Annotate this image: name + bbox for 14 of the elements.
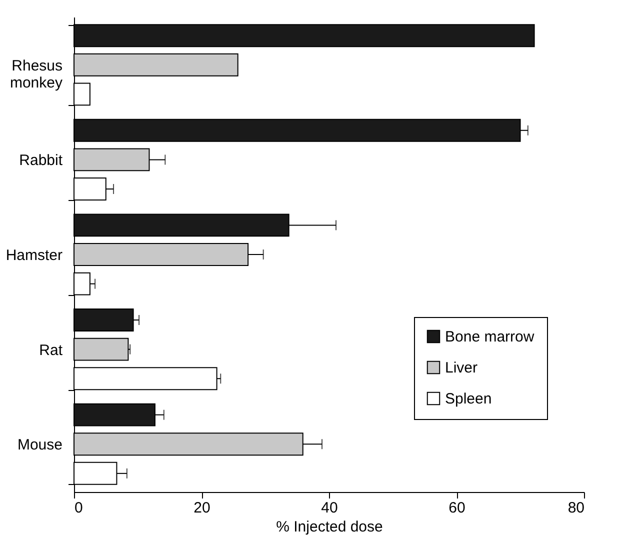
x-tick-label: 40 <box>321 500 338 516</box>
y-tick-label: Mouse <box>17 436 62 454</box>
x-tick-label: 80 <box>568 500 584 516</box>
y-tick-label: Hamster <box>6 247 62 264</box>
y-tick-label: Rhesus monkey <box>10 57 63 92</box>
legend-label: Bone marrow <box>445 328 534 346</box>
x-tick-label: 0 <box>74 500 83 516</box>
x-tick-label: 60 <box>448 500 466 516</box>
y-tick-label: Rat <box>39 342 64 359</box>
legend-label: Spleen <box>445 390 492 408</box>
x-tick-label: 20 <box>194 500 210 516</box>
y-tick-label: Rabbit <box>19 152 64 170</box>
legend-label: Liver <box>445 360 478 376</box>
x-axis-title: % Injected dose <box>276 518 383 536</box>
